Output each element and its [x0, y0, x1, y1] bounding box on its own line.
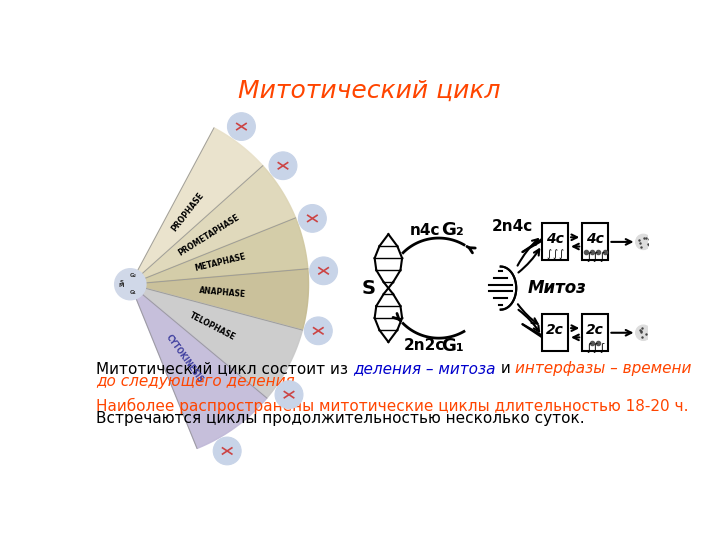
- Text: ʃ: ʃ: [600, 252, 603, 262]
- Text: до следующего деления.: до следующего деления.: [96, 374, 300, 389]
- Text: METAPHASE: METAPHASE: [194, 252, 247, 273]
- Text: 2c: 2c: [546, 323, 564, 336]
- Bar: [542, 314, 568, 351]
- Text: 2n2c: 2n2c: [404, 339, 446, 353]
- Text: CYTOKINESIS: CYTOKINESIS: [164, 333, 205, 384]
- Text: ∫: ∫: [559, 249, 564, 259]
- Text: n4c: n4c: [410, 223, 440, 238]
- Text: ʃ: ʃ: [600, 343, 603, 353]
- Text: интерфазы – времени: интерфазы – времени: [516, 361, 692, 376]
- Circle shape: [275, 381, 303, 409]
- Text: G₁: G₁: [441, 337, 464, 355]
- Circle shape: [213, 437, 241, 465]
- Bar: [582, 314, 608, 351]
- Text: Наиболее распространены митотические циклы длительностью 18-20 ч.: Наиболее распространены митотические цик…: [96, 397, 689, 414]
- Circle shape: [298, 205, 326, 232]
- Text: 2c: 2c: [586, 323, 604, 336]
- Text: деления – митоза: деления – митоза: [353, 361, 495, 376]
- Text: 2n4c: 2n4c: [492, 219, 533, 234]
- Text: PROMETAPHASE: PROMETAPHASE: [176, 213, 241, 258]
- Text: Митотический цикл: Митотический цикл: [238, 79, 500, 103]
- Text: G₂: G₂: [130, 273, 137, 278]
- Text: Митоз: Митоз: [528, 279, 587, 297]
- Text: и: и: [495, 361, 516, 376]
- Text: S: S: [119, 280, 123, 285]
- Text: ∫: ∫: [552, 249, 557, 259]
- Text: G₁: G₁: [130, 291, 137, 295]
- Circle shape: [269, 152, 297, 180]
- Circle shape: [228, 113, 256, 140]
- Polygon shape: [130, 166, 296, 284]
- Circle shape: [636, 234, 651, 249]
- Polygon shape: [130, 269, 309, 330]
- Polygon shape: [130, 284, 267, 448]
- Circle shape: [305, 317, 332, 345]
- Circle shape: [114, 269, 145, 300]
- Text: S: S: [362, 279, 376, 298]
- Text: G₂: G₂: [441, 221, 464, 239]
- Text: 4c: 4c: [546, 232, 564, 246]
- Bar: [542, 224, 568, 260]
- Circle shape: [636, 325, 651, 340]
- Polygon shape: [130, 284, 302, 398]
- Text: ANAPHASE: ANAPHASE: [199, 286, 246, 299]
- Text: Митотический цикл состоит из: Митотический цикл состоит из: [96, 361, 353, 376]
- Text: ʃ: ʃ: [594, 343, 597, 353]
- Text: Встречаются циклы продолжительностью несколько суток.: Встречаются циклы продолжительностью нес…: [96, 410, 585, 426]
- Bar: [582, 224, 608, 260]
- Text: PROPHASE: PROPHASE: [169, 191, 205, 233]
- Circle shape: [310, 257, 338, 285]
- Text: ʃ: ʃ: [588, 252, 590, 262]
- Text: ʃ: ʃ: [594, 252, 597, 262]
- Text: TELOPHASE: TELOPHASE: [188, 311, 237, 342]
- Polygon shape: [130, 218, 308, 284]
- Text: ∫: ∫: [546, 249, 552, 259]
- Text: ʃ: ʃ: [588, 343, 590, 353]
- Polygon shape: [130, 128, 263, 284]
- Text: 4c: 4c: [586, 232, 604, 246]
- Text: M: M: [118, 284, 124, 288]
